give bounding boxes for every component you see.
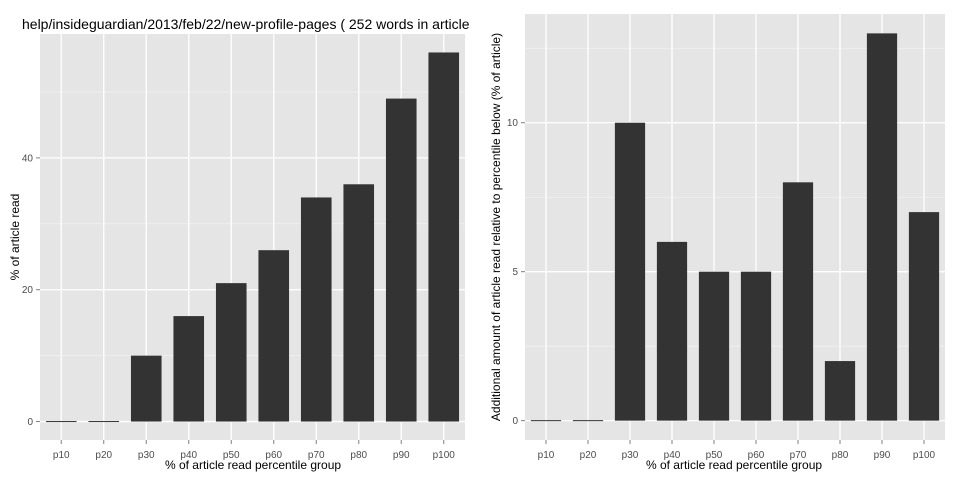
bar-p20 — [572, 420, 604, 422]
bar-p100 — [908, 212, 940, 421]
x-axis-ticks: p10 p20 p30 p40 p50 p60 p70 p80 p90 p100 — [53, 440, 455, 461]
y-axis-ticks: 0 5 10 — [507, 118, 525, 427]
y-axis-title: % of article read — [8, 194, 22, 281]
bar-p30 — [614, 122, 646, 421]
chart-percent-read: help/insideguardian/2013/feb/22/new-prof… — [8, 16, 470, 472]
bar-p20 — [88, 421, 120, 423]
bar-p80 — [824, 361, 856, 421]
chart-title: help/insideguardian/2013/feb/22/new-prof… — [22, 16, 470, 32]
bar-p70 — [782, 182, 814, 421]
y-tick-label: 0 — [27, 417, 33, 428]
x-tick-label: p60 — [265, 450, 282, 461]
x-tick-label: p70 — [790, 450, 807, 461]
x-tick-label: p10 — [53, 450, 70, 461]
y-axis-ticks: 0 20 40 — [22, 153, 40, 428]
x-tick-label: p100 — [433, 450, 456, 461]
x-tick-label: p60 — [748, 450, 765, 461]
bar-p80 — [343, 184, 375, 422]
x-tick-label: p80 — [350, 450, 367, 461]
x-tick-label: p90 — [874, 450, 891, 461]
x-tick-label: p50 — [706, 450, 723, 461]
x-tick-label: p10 — [538, 450, 555, 461]
y-tick-label: 5 — [512, 267, 518, 278]
x-tick-label: p20 — [95, 450, 112, 461]
y-tick-label: 20 — [22, 285, 34, 296]
x-tick-label: p40 — [664, 450, 681, 461]
y-axis-title: Additional amount of article read relati… — [489, 33, 503, 421]
x-axis-title: % of article read percentile group — [646, 458, 822, 472]
bar-p40 — [656, 241, 688, 421]
bar-p50 — [698, 271, 730, 421]
x-axis-ticks: p10 p20 p30 p40 p50 p60 p70 p80 p90 p100 — [538, 440, 936, 461]
y-tick-label: 40 — [22, 153, 34, 164]
x-tick-label: p40 — [180, 450, 197, 461]
x-axis-title: % of article read percentile group — [165, 458, 341, 472]
x-tick-label: p30 — [138, 450, 155, 461]
x-tick-label: p100 — [913, 450, 936, 461]
x-tick-label: p90 — [393, 450, 410, 461]
bars — [45, 52, 460, 423]
bar-p100 — [428, 52, 460, 422]
x-tick-label: p20 — [580, 450, 597, 461]
bar-p40 — [173, 316, 205, 422]
x-tick-label: p50 — [223, 450, 240, 461]
bar-p30 — [130, 355, 162, 422]
bar-p60 — [258, 250, 290, 422]
bar-p60 — [740, 271, 772, 421]
x-tick-label: p30 — [622, 450, 639, 461]
y-tick-label: 0 — [512, 416, 518, 427]
x-tick-label: p80 — [832, 450, 849, 461]
bars — [530, 33, 940, 422]
bar-p90 — [385, 98, 417, 422]
chart-additional-read: 0 5 10 p10 p20 p30 p40 p50 p60 p70 p80 p90 p100 % o… — [489, 14, 945, 472]
bar-p10 — [530, 420, 562, 422]
bar-p50 — [215, 283, 247, 422]
bar-p70 — [300, 197, 332, 422]
bar-p90 — [866, 33, 898, 421]
bar-p10 — [45, 421, 77, 423]
y-tick-label: 10 — [507, 118, 519, 129]
x-tick-label: p70 — [308, 450, 325, 461]
